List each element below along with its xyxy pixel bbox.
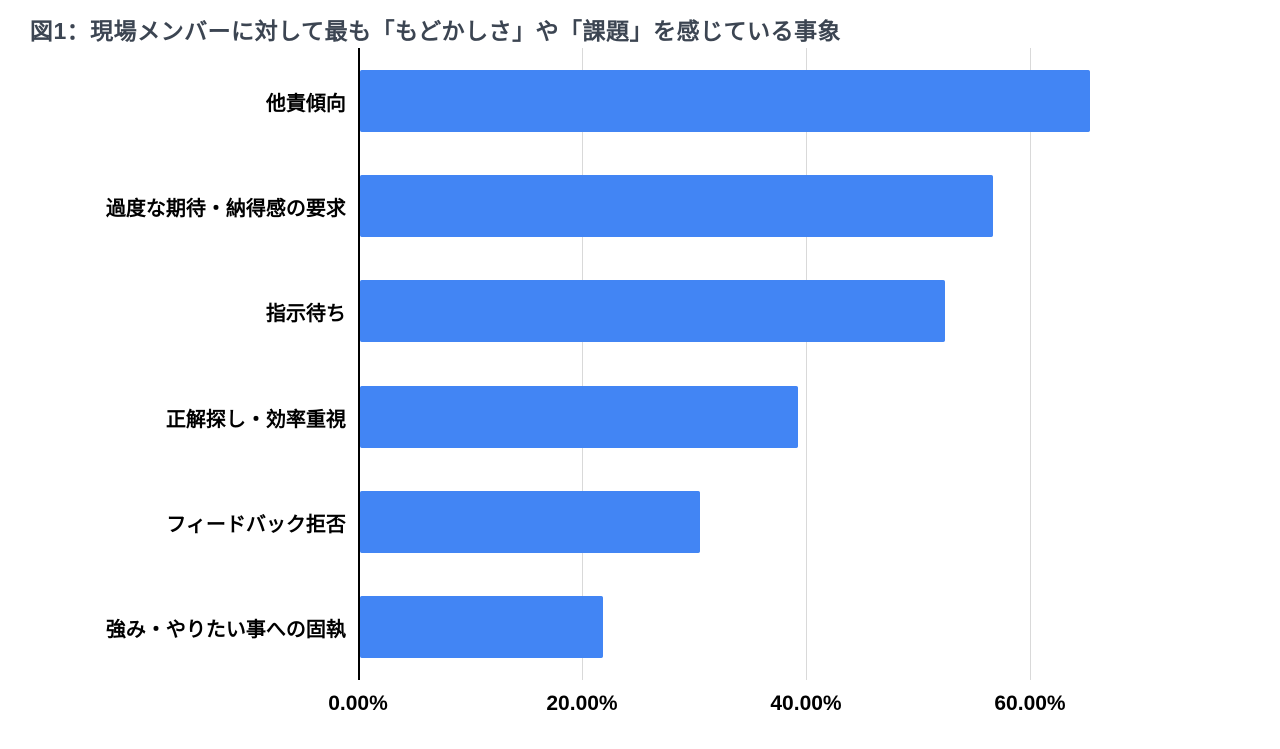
bar-3 (360, 386, 798, 448)
x-tick-label-0: 0.00% (328, 692, 388, 715)
y-axis-line (358, 48, 360, 680)
bar-2 (360, 280, 945, 342)
category-labels: 他責傾向過度な期待・納得感の要求指示待ち正解探し・効率重視 フィードバック拒否強み… (0, 48, 346, 680)
bar-0 (360, 70, 1090, 132)
category-label-4: フィードバック拒否 (166, 513, 346, 536)
bar-1 (360, 175, 993, 237)
bar-4 (360, 491, 700, 553)
plot-area (358, 48, 1254, 680)
x-axis-tick-labels: 0.00% 20.00% 40.00% 60.00% (0, 692, 1280, 722)
x-tick-label-60: 60.00% (994, 692, 1066, 715)
category-label-0: 他責傾向 (266, 92, 346, 115)
category-label-5: 強み・やりたい事への固執 (106, 618, 346, 641)
category-label-2: 指示待ち (266, 302, 346, 325)
category-label-1: 過度な期待・納得感の要求 (106, 197, 346, 220)
gridline-60 (1030, 48, 1031, 680)
x-tick-label-20: 20.00% (546, 692, 618, 715)
x-tick-label-40: 40.00% (770, 692, 842, 715)
category-label-3: 正解探し・効率重視 (166, 408, 346, 431)
gridline-40 (806, 48, 807, 680)
gridline-20 (582, 48, 583, 680)
chart-title: 図1：現場メンバーに対して最も「もどかしさ」や「課題」を感じている事象 (30, 18, 842, 44)
bar-5 (360, 596, 603, 658)
